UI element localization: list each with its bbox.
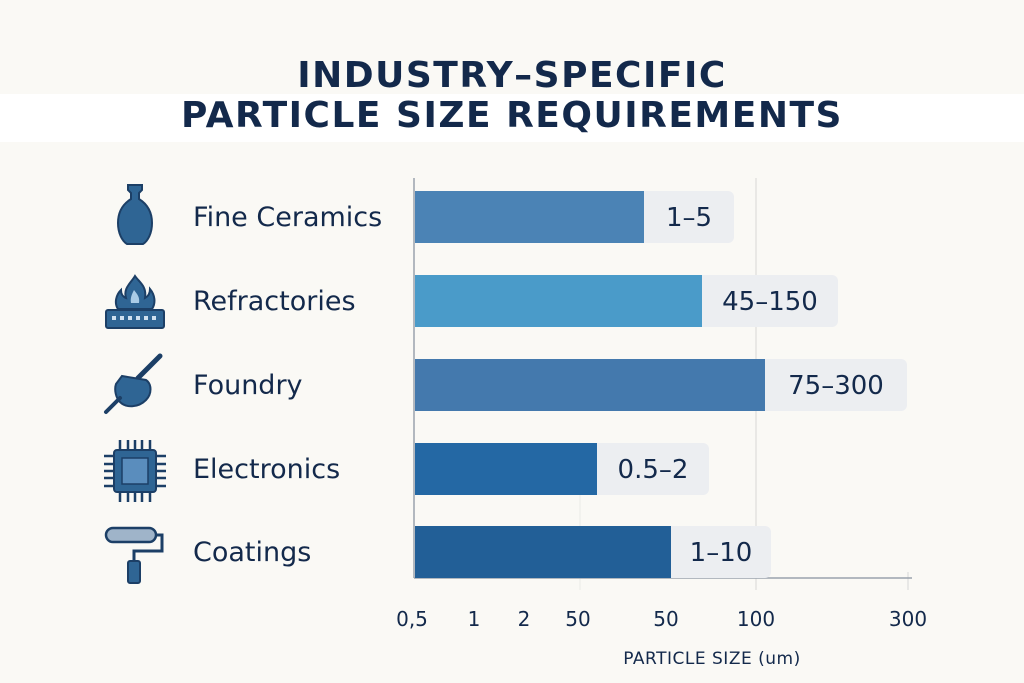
x-tick-label: 100 xyxy=(737,607,775,631)
paint-roller-icon xyxy=(100,520,170,590)
x-tick-label: 50 xyxy=(653,607,678,631)
x-tick-label: 300 xyxy=(889,607,927,631)
x-tick-label: 1 xyxy=(468,607,481,631)
value-label-bg-fine-ceramics xyxy=(636,191,734,243)
category-label-electronics: Electronics xyxy=(193,454,341,485)
bar-fine-ceramics xyxy=(415,191,644,243)
category-label-foundry: Foundry xyxy=(193,370,303,401)
bar-coatings xyxy=(415,526,671,578)
foundry-ladle-icon xyxy=(100,350,170,420)
x-axis-title: PARTICLE SIZE (um) xyxy=(623,649,800,669)
value-label-fine-ceramics: 1–5 xyxy=(666,203,712,233)
category-label-refractories: Refractories xyxy=(193,286,356,317)
chip-icon xyxy=(100,436,170,506)
value-label-bg-coatings xyxy=(663,526,771,578)
value-label-bg-electronics xyxy=(589,443,709,495)
x-tick-label: 0,5 xyxy=(396,607,428,631)
value-label-bg-foundry xyxy=(757,359,907,411)
value-label-bg-refractories xyxy=(694,275,838,327)
category-label-fine-ceramics: Fine Ceramics xyxy=(193,202,383,233)
value-label-refractories: 45–150 xyxy=(722,287,818,317)
value-label-electronics: 0.5–2 xyxy=(618,455,689,485)
value-label-foundry: 75–300 xyxy=(788,371,884,401)
value-label-coatings: 1–10 xyxy=(690,538,753,568)
category-label-coatings: Coatings xyxy=(193,537,312,568)
vase-icon xyxy=(100,182,170,252)
bar-electronics xyxy=(415,443,597,495)
bar-foundry xyxy=(415,359,765,411)
title-band xyxy=(0,94,1024,142)
x-tick-label: 2 xyxy=(518,607,531,631)
bar-refractories xyxy=(415,275,702,327)
x-tick-label: 50 xyxy=(565,607,590,631)
title-line-2: PARTICLE SIZE REQUIREMENTS xyxy=(181,95,843,136)
furnace-icon xyxy=(100,268,170,338)
title-line-1: INDUSTRY–SPECIFIC xyxy=(297,55,727,96)
chart-title: INDUSTRY–SPECIFIC PARTICLE SIZE REQUIREM… xyxy=(0,56,1024,136)
